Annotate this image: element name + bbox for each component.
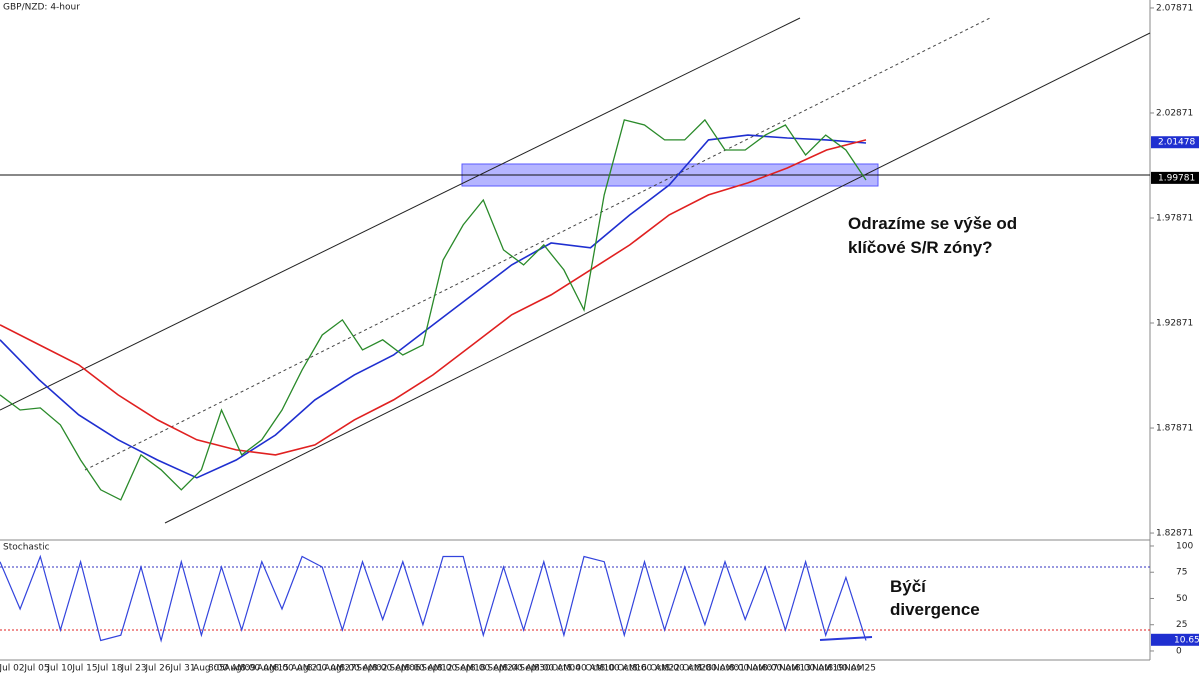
annotation: Odrazíme se výše od xyxy=(848,214,1017,233)
price-line xyxy=(0,118,867,501)
x-time-label: 8:00 AM xyxy=(729,664,766,674)
chart-title: GBP/NZD: 4-hour xyxy=(3,3,80,13)
x-time-label: 8:00 AM xyxy=(240,664,277,674)
y-tick-label: 50 xyxy=(1176,594,1188,604)
y-tick-label: 2.07871 xyxy=(1156,3,1193,13)
x-time-label: 8:00 AM xyxy=(762,664,799,674)
annotation: divergence xyxy=(890,600,980,619)
x-tick-label: Sep 12 xyxy=(421,664,452,674)
channel-middle xyxy=(84,17,991,471)
y-tick-label: 25 xyxy=(1176,620,1187,630)
annotation: klíčové S/R zóny? xyxy=(848,238,993,257)
x-tick-label: Jul 26 xyxy=(144,664,170,674)
x-tick-label: Jul 05 xyxy=(23,664,49,674)
y-tick-label: 0 xyxy=(1176,646,1182,656)
x-time-label: 8:00 AM xyxy=(274,664,311,674)
y-tick-label: 100 xyxy=(1176,541,1193,551)
x-tick-label: Sep 18 xyxy=(454,664,486,674)
x-tick-label: Jul 18 xyxy=(96,664,122,674)
x-tick-label: Oct 10 xyxy=(585,664,615,674)
x-time-label: 8:00 AM xyxy=(665,664,702,674)
x-tick-label: Aug 27 xyxy=(324,664,356,674)
moving-average xyxy=(0,139,867,456)
x-time-label: 8:00 AM xyxy=(697,664,734,674)
channel-lower xyxy=(164,32,1151,524)
stoch-label: 10.65 xyxy=(1174,635,1200,645)
y-tick-label: 75 xyxy=(1176,568,1187,578)
x-tick-label: Oct 16 xyxy=(617,664,647,674)
annotation: Býčí xyxy=(890,577,927,596)
x-time-label: 8:00 AM xyxy=(795,664,832,674)
x-tick-label: Sep 24 xyxy=(487,664,519,674)
stoch-label-box xyxy=(1151,633,1199,646)
x-tick-label: Aug 15 xyxy=(257,664,289,674)
price-label-box xyxy=(1151,171,1199,184)
x-time-label: 8:00 AM xyxy=(470,664,507,674)
x-time-label: 8:00 AM xyxy=(503,664,540,674)
x-time-label: 8:00 AM xyxy=(632,664,669,674)
y-tick-label: 2.02871 xyxy=(1156,108,1193,118)
x-time-label: 8:00 AM xyxy=(340,664,377,674)
x-tick-label: Oct 22 xyxy=(650,664,680,674)
x-tick-label: Jul 23 xyxy=(120,664,146,674)
divergence-line xyxy=(819,636,873,641)
x-time-label: 8:00 AM xyxy=(405,664,442,674)
x-tick-label: Jul 02 xyxy=(0,664,25,674)
x-time-label: 8:00 AM xyxy=(307,664,344,674)
indicator-title-bg xyxy=(1,541,41,553)
x-tick-label: Jul 10 xyxy=(46,664,72,674)
x-time-label: 8:00 AM xyxy=(437,664,474,674)
x-tick-label: Sep 02 xyxy=(356,664,387,674)
x-tick-label: Sep 30 xyxy=(519,664,551,674)
y-tick-label: 1.97871 xyxy=(1156,213,1193,223)
indicator-title: Stochastic xyxy=(3,543,50,553)
title-bg xyxy=(1,1,93,13)
price-label: 1.99781 xyxy=(1158,173,1195,183)
x-tick-label: Nov 25 xyxy=(844,664,876,674)
x-tick-label: Aug 05 xyxy=(193,664,225,674)
x-tick-label: Oct 28 xyxy=(682,664,712,674)
x-tick-label: Nov 19 xyxy=(812,664,844,674)
x-tick-label: Aug 09 xyxy=(224,664,256,674)
y-tick-label: 1.82871 xyxy=(1156,529,1193,539)
x-tick-label: Jul 31 xyxy=(169,664,195,674)
x-time-label: 8:00 AM xyxy=(208,664,245,674)
x-tick-label: Oct 04 xyxy=(551,664,581,674)
channel-upper xyxy=(0,17,801,411)
x-tick-label: Sep 06 xyxy=(389,664,421,674)
price-label: 2.01478 xyxy=(1158,138,1195,148)
x-tick-label: Aug 21 xyxy=(291,664,323,674)
x-tick-label: Nov 13 xyxy=(779,664,811,674)
x-time-label: 8:00 AM xyxy=(828,664,865,674)
stochastic-line xyxy=(0,554,867,643)
y-tick-label: 1.87871 xyxy=(1156,424,1193,434)
x-time-label: 8:00 AM xyxy=(600,664,637,674)
x-tick-label: Nov 07 xyxy=(746,664,778,674)
x-time-label: 8:00 AM xyxy=(372,664,409,674)
price-label-box xyxy=(1151,136,1199,149)
y-tick-label: 1.92871 xyxy=(1156,319,1193,329)
x-tick-label: Nov 01 xyxy=(713,664,745,674)
x-time-label: 8:00 AM xyxy=(567,664,604,674)
x-time-label: 8:00 AM xyxy=(534,664,571,674)
x-tick-label: Jul 15 xyxy=(71,664,97,674)
moving-average xyxy=(0,134,867,479)
